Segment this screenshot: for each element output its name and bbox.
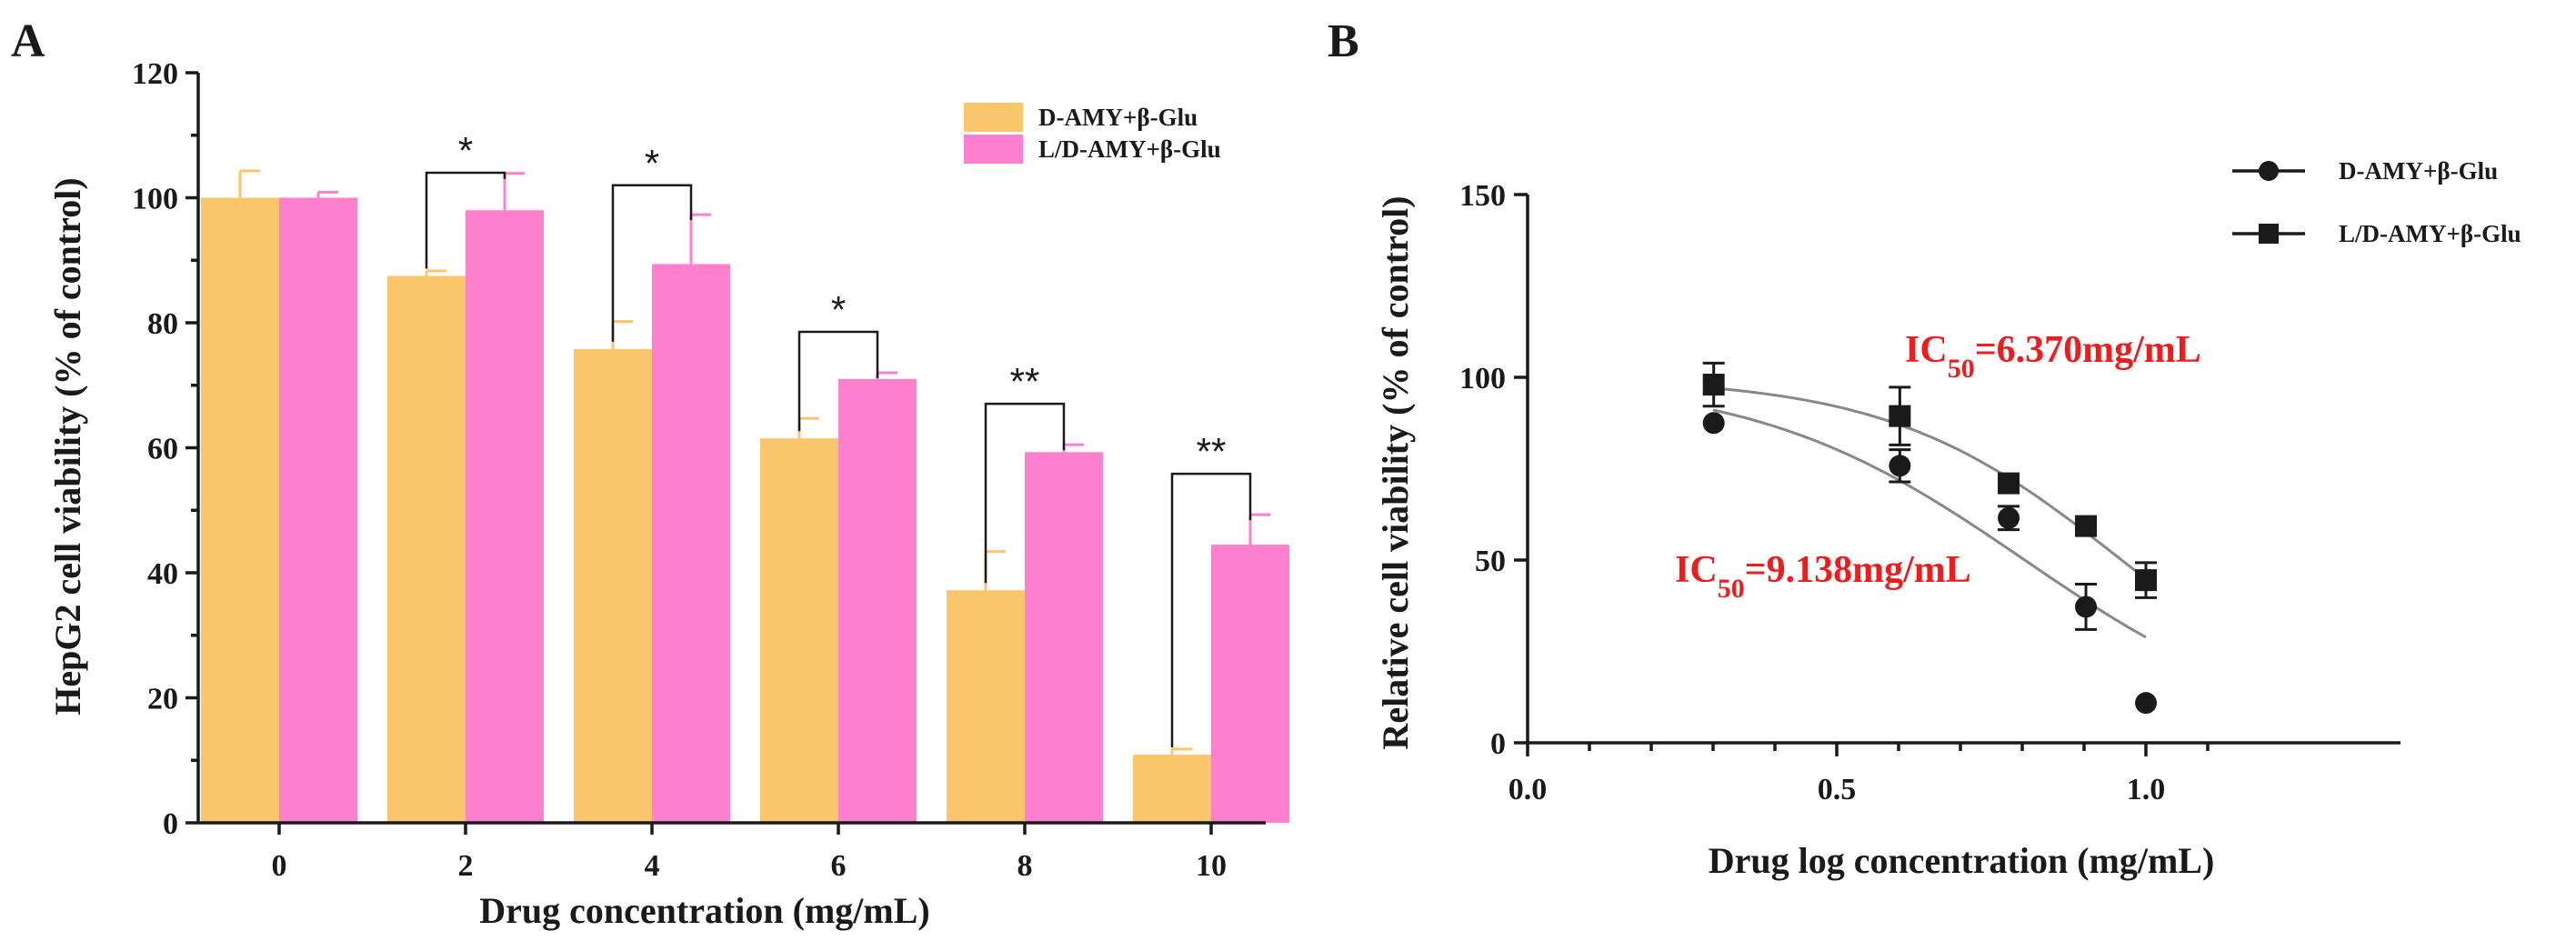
bar-ld-amy-6 <box>838 378 917 823</box>
panel-a-y-axis-title: HepG2 cell viability (% of control) <box>47 177 88 715</box>
panel-b-y-ticks: 0 50 100 150 <box>1459 179 1528 761</box>
y-tick-label-80: 80 <box>147 307 178 341</box>
point-d-amy-1 <box>1889 455 1911 477</box>
ic50-suffix-ld-amy: =6.370mg/mL <box>1975 329 2201 371</box>
significance-bracket-4 <box>611 184 693 342</box>
ic50-prefix-d-amy: IC <box>1675 549 1718 591</box>
bar-d-amy-8 <box>947 590 1025 823</box>
point-ld-amy-0 <box>1702 374 1725 396</box>
legend-label-b-d-amy: D-AMY+β-Glu <box>2339 157 2498 185</box>
panel-b: B 0 50 100 150 0.0 0.5 1.0 Relative cell viab… <box>1328 15 2521 881</box>
x-tick-label-0: 0 <box>272 849 287 883</box>
panel-a-label: A <box>11 15 45 67</box>
ic50-sub-d-amy: 50 <box>1718 574 1745 604</box>
point-d-amy-4 <box>2135 692 2157 715</box>
bar-d-amy-6 <box>760 438 838 823</box>
b-x-tick-label-0.5: 0.5 <box>1818 773 1857 806</box>
b-y-tick-label-150: 150 <box>1459 179 1506 213</box>
bar-ld-amy-8 <box>1025 452 1103 823</box>
x-tick-label-2: 2 <box>458 849 474 883</box>
y-tick-label-60: 60 <box>147 433 178 466</box>
panel-a-x-ticks: 0 2 4 6 8 10 <box>272 823 1227 883</box>
bar-ld-amy-10 <box>1211 545 1289 823</box>
y-tick-label-120: 120 <box>132 57 178 91</box>
y-tick-label-0: 0 <box>163 807 178 841</box>
legend-swatch-ld-amy <box>964 135 1023 164</box>
fit-curve-ld-amy <box>1712 408 2147 639</box>
x-tick-label-4: 4 <box>645 849 660 883</box>
legend-label-d-amy: D-AMY+β-Glu <box>1038 104 1198 131</box>
y-tick-label-20: 20 <box>147 683 178 716</box>
y-tick-label-40: 40 <box>147 557 178 591</box>
point-ld-amy-1 <box>1889 405 1911 427</box>
significance-label-8: ** <box>1010 360 1040 403</box>
significance-label-4: * <box>645 142 659 185</box>
bar-ld-amy-4 <box>652 264 730 823</box>
bar-d-amy-10 <box>1133 755 1211 823</box>
significance-label-10: ** <box>1197 430 1227 473</box>
significance-label-2: * <box>458 129 473 172</box>
legend-marker-circle <box>2259 161 2279 181</box>
ic50-prefix-ld-amy: IC <box>1905 329 1948 371</box>
bar-d-amy-2 <box>387 275 466 823</box>
panel-a-x-axis-title: Drug concentration (mg/mL) <box>479 890 929 931</box>
legend-label-ld-amy: L/D-AMY+β-Glu <box>1038 135 1221 163</box>
significance-bracket-10 <box>1170 472 1252 748</box>
panel-a-bars <box>201 197 1289 823</box>
panel-a-significance: * ****** <box>425 129 1252 748</box>
ic50-label-d-amy: IC50=9.138mg/mL <box>1675 549 1971 604</box>
y-tick-label-100: 100 <box>132 183 178 216</box>
bar-d-amy-0 <box>201 197 279 823</box>
fit-curve-d-amy <box>1712 386 2147 580</box>
panel-b-x-axis-title: Drug log concentration (mg/mL) <box>1709 840 2215 881</box>
x-tick-label-6: 6 <box>831 849 847 883</box>
b-y-tick-label-50: 50 <box>1475 545 1506 578</box>
legend-swatch-d-amy <box>964 103 1023 132</box>
panel-a-legend: D-AMY+β-Glu L/D-AMY+β-Glu <box>964 103 1221 164</box>
x-tick-label-10: 10 <box>1196 849 1227 883</box>
ic50-label-ld-amy: IC50=6.370mg/mL <box>1905 329 2201 384</box>
point-ld-amy-2 <box>1998 472 2020 495</box>
panel-b-legend: D-AMY+β-Glu L/D-AMY+β-Glu <box>2232 157 2521 247</box>
point-ld-amy-3 <box>2075 515 2098 537</box>
point-d-amy-0 <box>1702 412 1725 435</box>
panel-b-x-ticks: 0.0 0.5 1.0 <box>1509 743 2210 806</box>
point-d-amy-3 <box>2075 596 2098 618</box>
significance-label-6: * <box>831 288 846 331</box>
bar-ld-amy-2 <box>466 210 544 823</box>
significance-bracket-6 <box>797 330 879 432</box>
ic50-sub-ld-amy: 50 <box>1948 354 1975 384</box>
legend-label-b-ld-amy: L/D-AMY+β-Glu <box>2339 220 2521 247</box>
panel-b-label: B <box>1328 15 1359 67</box>
b-x-tick-label-0.0: 0.0 <box>1509 773 1548 806</box>
b-y-tick-label-100: 100 <box>1459 362 1506 395</box>
significance-bracket-2 <box>425 171 506 269</box>
bar-d-amy-4 <box>574 348 652 823</box>
b-y-tick-label-0: 0 <box>1490 727 1506 761</box>
significance-bracket-8 <box>984 402 1066 584</box>
point-d-amy-2 <box>1998 506 2020 529</box>
panel-b-y-axis-title: Relative cell viability (% of control) <box>1375 195 1416 749</box>
b-x-tick-label-1.0: 1.0 <box>2127 773 2166 806</box>
panel-b-fit-curves <box>1712 386 2147 639</box>
panel-a-y-ticks: 0 20 40 60 80 100 120 <box>132 57 198 841</box>
bar-ld-amy-0 <box>279 197 357 823</box>
x-tick-label-8: 8 <box>1017 849 1033 883</box>
panel-b-points <box>1702 374 2157 715</box>
point-ld-amy-4 <box>2135 569 2157 592</box>
legend-marker-square <box>2259 224 2279 244</box>
ic50-suffix-d-amy: =9.138mg/mL <box>1745 549 1971 591</box>
